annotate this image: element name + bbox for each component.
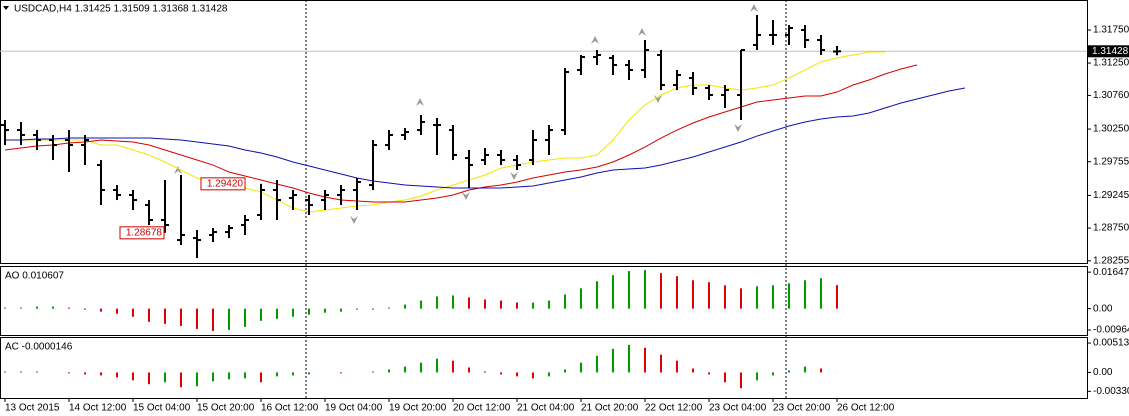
x-tick-label: 15 Oct 04:00: [133, 403, 191, 414]
x-tick-label: 20 Oct 12:00: [453, 403, 511, 414]
main-panel: [0, 0, 1088, 264]
panel-title: AC -0.0000146: [5, 342, 73, 353]
x-tick-label: 23 Oct 04:00: [709, 403, 767, 414]
y-tick-label: 0.016477: [1093, 267, 1129, 278]
x-tick-label: 21 Oct 04:00: [517, 403, 575, 414]
y-tick-label: 0.005137: [1093, 338, 1129, 349]
x-tick-label: 13 Oct 2015: [5, 403, 60, 414]
y-tick-label: 1.30760: [1093, 90, 1129, 101]
y-tick-label: 1.30250: [1093, 124, 1129, 135]
panel-title: AO 0.010607: [5, 271, 64, 282]
price-label: 1.29420: [207, 178, 244, 189]
y-tick-label: 1.28255: [1093, 255, 1129, 266]
y-tick-label: 0.00: [1093, 303, 1113, 314]
x-tick-label: 14 Oct 12:00: [69, 403, 127, 414]
y-tick-label: -0.009649: [1093, 325, 1129, 336]
menu-icon[interactable]: [3, 6, 9, 10]
x-tick-label: 19 Oct 20:00: [389, 403, 447, 414]
x-tick-label: 26 Oct 12:00: [837, 403, 895, 414]
ao-panel: [0, 266, 1088, 336]
price-label-box: [119, 226, 165, 240]
x-tick-label: 16 Oct 12:00: [261, 403, 319, 414]
fractal-markers: [174, 4, 758, 224]
y-tick-label: 1.29755: [1093, 156, 1129, 167]
panel-title: USDCAD,H4 1.31425 1.31509 1.31368 1.3142…: [14, 4, 228, 15]
moving-average: [5, 87, 966, 189]
y-tick-label: 1.31750: [1093, 25, 1129, 36]
price-label: 1.28678: [126, 227, 163, 238]
last-price-label: 1.31428: [1092, 46, 1129, 57]
y-tick-label: 0.00: [1093, 367, 1113, 378]
x-tick-label: 21 Oct 20:00: [581, 403, 639, 414]
y-tick-label: 1.29245: [1093, 190, 1129, 201]
last-price-box: [1088, 45, 1129, 58]
x-tick-label: 23 Oct 20:00: [773, 403, 831, 414]
x-tick-label: 19 Oct 04:00: [325, 403, 383, 414]
price-label-box: [200, 177, 246, 191]
moving-average: [4, 64, 918, 203]
y-tick-label: -0.003301: [1093, 386, 1129, 397]
y-tick-label: 1.28750: [1093, 223, 1129, 234]
ac-panel: [0, 337, 1088, 399]
x-tick-label: 22 Oct 12:00: [645, 403, 703, 414]
x-tick-label: 15 Oct 20:00: [197, 403, 255, 414]
y-tick-label: 1.31250: [1093, 58, 1129, 69]
